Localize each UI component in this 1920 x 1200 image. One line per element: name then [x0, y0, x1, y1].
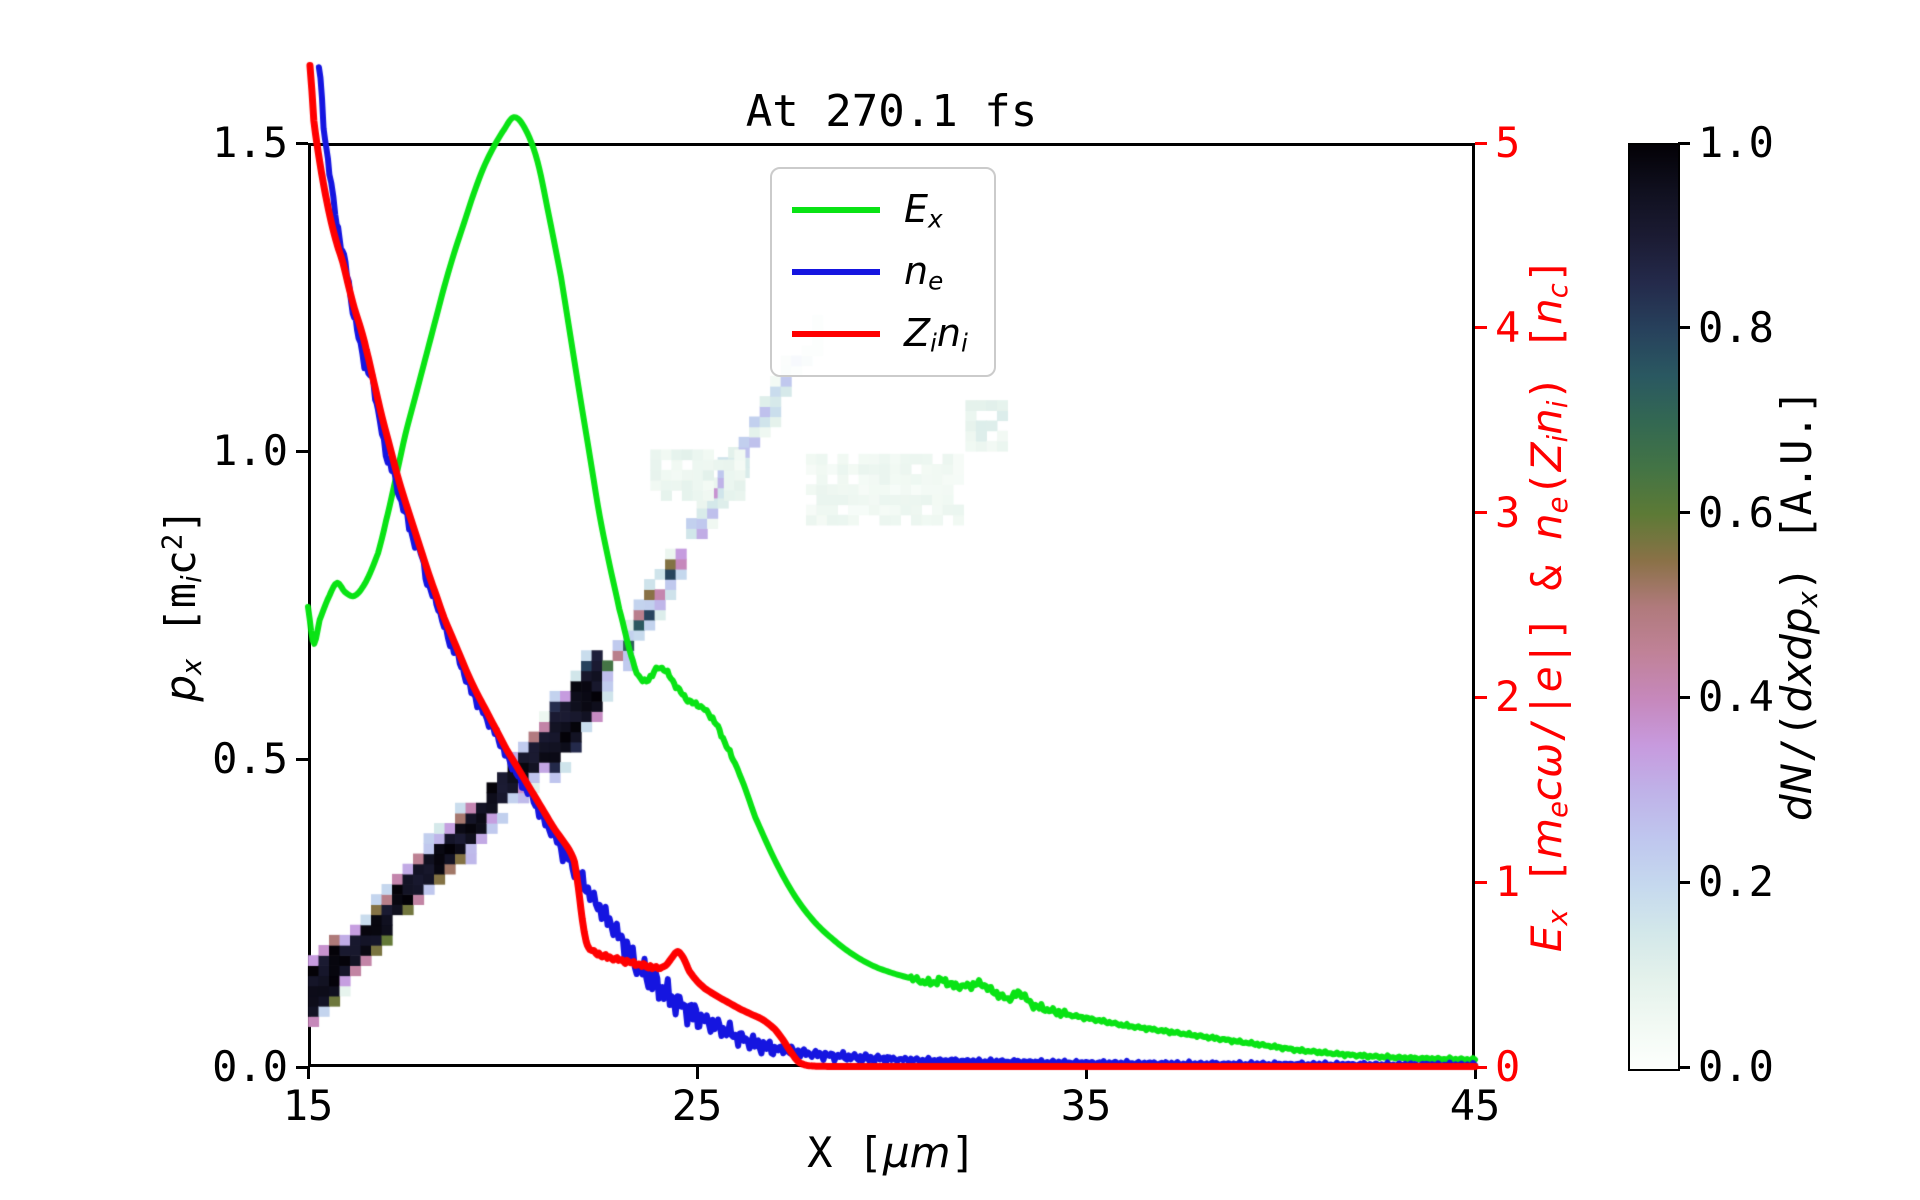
colorbar-label: dN/(dxdpx) [A.U.] [1772, 389, 1824, 821]
colorbar [1628, 143, 1680, 1071]
colorbar-tick-label: 1.0 [1698, 118, 1774, 167]
x-tick-label: 35 [1060, 1081, 1112, 1130]
colorbar-tick-mark [1678, 695, 1690, 699]
colorbar-tick-label: 0.4 [1698, 672, 1774, 722]
y-left-tick-label: 0.5 [212, 734, 288, 783]
legend-entry: Zini [792, 303, 968, 365]
y-left-tick-label: 0.0 [212, 1042, 288, 1091]
y-right-tick-label: 4 [1495, 302, 1521, 352]
colorbar-tick-label: 0.2 [1698, 857, 1774, 907]
x-axis-label: X [μm] [807, 1128, 976, 1177]
legend: Ex ne Zini [770, 167, 996, 377]
y-right-tick-label: 0 [1495, 1042, 1521, 1091]
legend-label: ne [904, 248, 944, 296]
colorbar-tick-label: 0.6 [1698, 487, 1774, 537]
y-right-tick-label: 1 [1495, 857, 1521, 907]
y-right-tick-label: 2 [1495, 672, 1521, 722]
y-left-tick-label: 1.0 [212, 426, 288, 475]
colorbar-gradient [1630, 145, 1678, 1069]
y-right-tick-label: 3 [1495, 487, 1521, 537]
legend-line-swatch [792, 207, 880, 213]
colorbar-tick-mark [1678, 141, 1690, 145]
colorbar-tick-label: 0.8 [1698, 302, 1774, 352]
y-right-tick-label: 5 [1495, 118, 1521, 167]
y-left-axis-label: px [mic2] [156, 508, 208, 702]
colorbar-tick-mark [1678, 511, 1690, 515]
legend-line-swatch [792, 331, 880, 337]
colorbar-tick-label: 0.0 [1698, 1042, 1774, 1091]
legend-label: Zini [904, 310, 968, 358]
legend-label: Ex [904, 186, 943, 234]
legend-line-swatch [792, 269, 880, 275]
colorbar-tick-mark [1678, 1065, 1690, 1069]
y-left-tick-label: 1.5 [212, 118, 288, 167]
x-tick-label: 15 [282, 1081, 334, 1130]
colorbar-tick-mark [1678, 880, 1690, 884]
x-tick-label: 25 [671, 1081, 723, 1130]
y-right-axis-label: Ex [mecω/|e|] & ne(Zini) [nc] [1522, 257, 1574, 953]
legend-entry: Ex [792, 179, 968, 241]
x-tick-label: 45 [1449, 1081, 1501, 1130]
legend-entry: ne [792, 241, 968, 303]
colorbar-tick-mark [1678, 326, 1690, 330]
